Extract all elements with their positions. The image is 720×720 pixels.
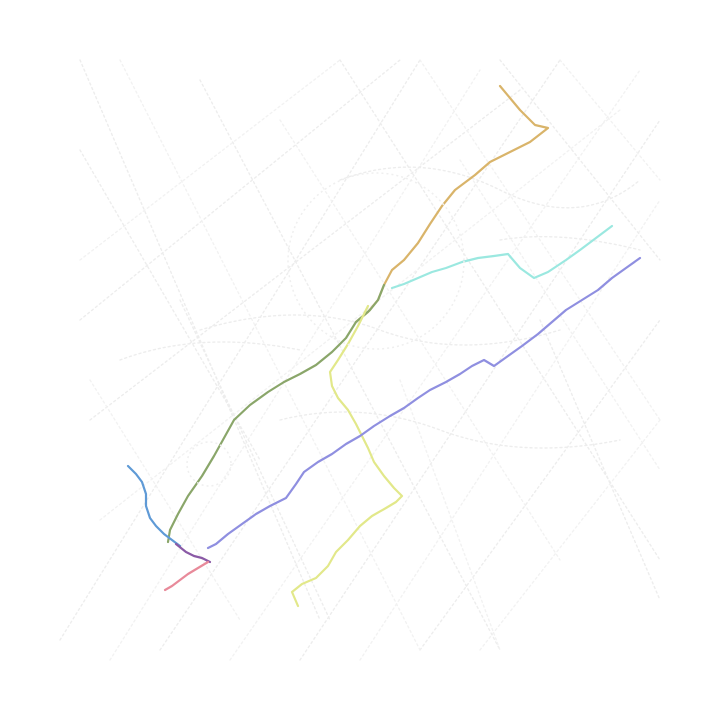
street-curve	[279, 411, 621, 449]
street-line	[99, 109, 621, 521]
street-line	[339, 59, 661, 561]
route-cyan[interactable]	[390, 224, 614, 290]
street-line	[109, 69, 481, 661]
route-lightblue[interactable]	[126, 464, 182, 548]
street-line	[89, 379, 241, 621]
street-line	[79, 59, 321, 621]
street-line	[199, 79, 501, 651]
street-line	[59, 59, 421, 641]
street-grid	[59, 59, 661, 661]
street-line	[299, 119, 661, 661]
street-line	[79, 149, 261, 461]
route-layer	[126, 84, 642, 608]
street-line	[229, 69, 641, 661]
route-yellow[interactable]	[290, 304, 404, 608]
route-orange[interactable]	[354, 84, 550, 324]
street-line	[279, 119, 561, 561]
route-pink[interactable]	[163, 560, 210, 592]
street-line	[119, 59, 421, 651]
street-line	[359, 199, 661, 661]
route-green[interactable]	[166, 283, 386, 544]
roundabout-south	[186, 441, 232, 487]
street-line	[89, 89, 521, 421]
street-curve	[339, 166, 641, 209]
street-line	[79, 59, 401, 321]
street-line	[399, 379, 501, 651]
street-curve	[199, 314, 561, 346]
street-curve	[499, 235, 641, 251]
street-line	[159, 59, 561, 651]
route-blue-purple[interactable]	[206, 256, 642, 550]
street-line	[179, 299, 331, 621]
street-line	[539, 319, 661, 601]
street-line	[559, 59, 661, 181]
route-purple[interactable]	[174, 542, 212, 564]
street-curve	[119, 341, 301, 361]
street-line	[499, 59, 661, 261]
street-line	[479, 419, 661, 651]
roundabout-north	[287, 172, 465, 350]
street-line	[79, 59, 341, 261]
street-line	[419, 319, 661, 651]
street-line	[419, 59, 661, 421]
